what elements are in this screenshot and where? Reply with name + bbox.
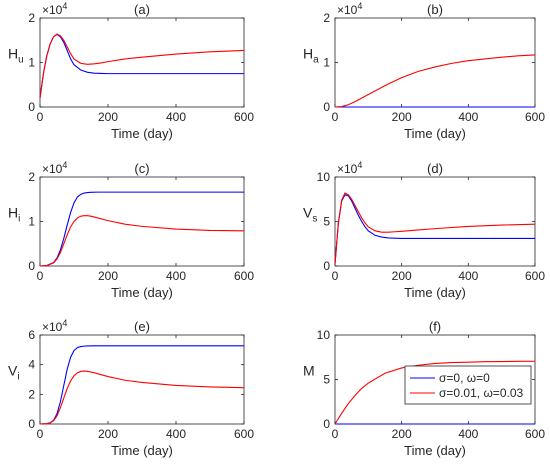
x-axis-label: Time (day) <box>404 443 466 458</box>
y-tick-label: 2 <box>28 11 35 25</box>
x-tick-label: 200 <box>98 110 118 124</box>
y-axis-label: Vs <box>303 205 317 225</box>
y-tick-label: 1 <box>28 56 35 70</box>
axis-multiplier: ×104 <box>337 1 362 17</box>
axis-multiplier: ×104 <box>42 160 67 176</box>
series-line-1 <box>39 370 245 425</box>
y-tick-label: 0 <box>28 417 35 431</box>
plot-area <box>39 334 245 425</box>
legend-entry: σ=0, ω=0 <box>439 371 490 385</box>
series-line-1 <box>39 215 245 267</box>
series-line-1 <box>334 54 536 108</box>
y-tick-label: 2 <box>28 170 35 184</box>
y-tick-label: 1 <box>28 215 35 229</box>
series-line-0 <box>39 345 244 425</box>
x-tick-label: 200 <box>392 110 412 124</box>
x-axis-label: Time (day) <box>111 443 173 458</box>
panel-title: (e) <box>134 319 150 334</box>
x-tick-label: 600 <box>525 427 545 441</box>
series-line-0 <box>39 191 244 267</box>
y-tick-label: 5 <box>323 373 330 387</box>
x-tick-label: 600 <box>525 110 545 124</box>
y-tick-label: 0 <box>323 259 330 273</box>
y-tick-label: 10 <box>317 328 331 342</box>
y-tick-label: 2 <box>323 11 330 25</box>
y-axis-label: M <box>303 363 315 379</box>
y-tick-label: 0 <box>28 259 35 273</box>
y-tick-label: 0 <box>28 100 35 114</box>
series-line-0 <box>334 194 535 265</box>
y-tick-label: 1 <box>323 56 330 70</box>
x-tick-label: 400 <box>166 269 186 283</box>
x-tick-label: 200 <box>392 269 412 283</box>
x-tick-label: 0 <box>332 427 339 441</box>
panel-title: (d) <box>427 161 443 176</box>
x-axis-label: Time (day) <box>111 285 173 300</box>
x-tick-label: 400 <box>166 427 186 441</box>
y-tick-label: 0 <box>323 417 330 431</box>
panel-title: (f) <box>429 319 441 334</box>
series-line-1 <box>334 192 536 265</box>
panel-b: 0 200 400 600 0 1 2 (b) Time (day) Ha ×104 <box>303 1 545 141</box>
x-tick-label: 600 <box>234 110 254 124</box>
axis-multiplier: ×104 <box>42 1 67 17</box>
y-tick-label: 2 <box>28 387 35 401</box>
x-axis-label: Time (day) <box>404 285 466 300</box>
legend: σ=0, ω=0σ=0.01, ω=0.03 <box>404 365 532 405</box>
plot-area <box>39 176 245 267</box>
y-tick-label: 0 <box>323 100 330 114</box>
x-tick-label: 0 <box>37 110 44 124</box>
x-tick-label: 0 <box>37 269 44 283</box>
y-axis-label: Hi <box>8 205 20 225</box>
x-tick-label: 400 <box>458 269 478 283</box>
x-tick-label: 200 <box>98 427 118 441</box>
y-axis-label: Vi <box>8 363 20 383</box>
x-tick-label: 400 <box>458 427 478 441</box>
x-tick-label: 600 <box>234 427 254 441</box>
panel-d: 0 200 400 600 0 5 10 (d) Time (day) Vs ×104 <box>303 160 545 300</box>
legend-box <box>404 365 532 405</box>
plot-area <box>334 17 536 108</box>
x-tick-label: 0 <box>37 427 44 441</box>
panel-title: (c) <box>134 161 149 176</box>
y-tick-label: 4 <box>28 358 35 372</box>
y-axis-label: Ha <box>303 46 319 66</box>
x-axis-label: Time (day) <box>404 126 466 141</box>
panel-title: (a) <box>134 2 150 17</box>
x-axis-label: Time (day) <box>111 126 173 141</box>
panel-f: 0 200 400 600 0 5 10 (f) Time (day) M σ=0, ω=0σ=0.… <box>303 319 545 458</box>
y-tick-label: 10 <box>317 170 331 184</box>
x-tick-label: 600 <box>234 269 254 283</box>
x-tick-label: 200 <box>392 427 412 441</box>
x-tick-label: 200 <box>98 269 118 283</box>
y-tick-label: 6 <box>28 328 35 342</box>
panel-c: 0 200 400 600 0 1 2 (c) Time (day) Hi ×104 <box>8 160 254 300</box>
plot-area <box>334 176 536 267</box>
axis-multiplier: ×104 <box>42 318 67 334</box>
plot-area <box>39 17 245 108</box>
y-axis-label: Hu <box>8 46 24 66</box>
panel-e: 0 200 400 600 0 2 4 6 (e) Time (day) Vi ×104 <box>8 318 254 458</box>
y-tick-label: 5 <box>323 215 330 229</box>
x-tick-label: 0 <box>332 110 339 124</box>
x-tick-label: 400 <box>166 110 186 124</box>
panel-title: (b) <box>427 2 443 17</box>
legend-entry: σ=0.01, ω=0.03 <box>439 386 523 400</box>
series-line-1 <box>39 33 245 99</box>
x-tick-label: 0 <box>332 269 339 283</box>
axis-multiplier: ×104 <box>337 160 362 176</box>
x-tick-label: 600 <box>525 269 545 283</box>
x-tick-label: 400 <box>458 110 478 124</box>
panel-a: 0 200 400 600 0 1 2 (a) Time (day) Hu ×104 <box>8 1 254 141</box>
